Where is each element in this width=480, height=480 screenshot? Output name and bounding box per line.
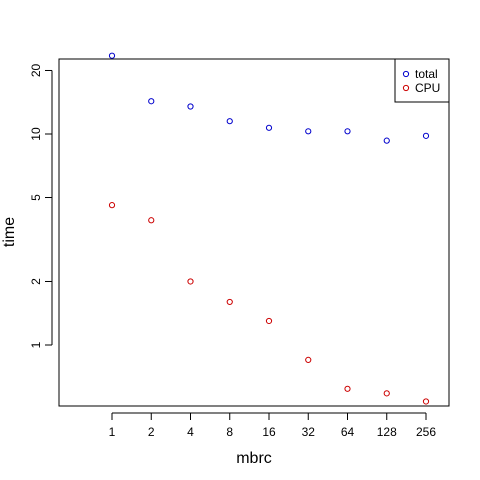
data-point: [422, 132, 430, 139]
y-tick-label: 1: [29, 341, 43, 348]
data-point: [344, 385, 351, 392]
data-point: [383, 390, 390, 397]
x-axis-title: mbrc: [236, 450, 272, 467]
series-cpu: [108, 202, 430, 405]
data-point: [148, 98, 155, 105]
data-point: [226, 298, 233, 306]
y-tick-label: 2: [29, 278, 43, 285]
legend-box: [394, 58, 450, 103]
y-axis-title: time: [1, 217, 18, 247]
data-point: [265, 124, 273, 131]
x-tick-label: 64: [341, 425, 355, 439]
y-tick-label: 20: [29, 63, 43, 77]
x-axis: 1 2 4 8 16 32 64 128 256: [109, 412, 436, 439]
legend-marker: [402, 84, 410, 92]
x-tick-label: 4: [187, 425, 194, 439]
data-point: [344, 128, 351, 135]
data-point: [148, 217, 155, 224]
data-point: [108, 202, 116, 209]
x-tick-label: 32: [302, 425, 316, 439]
data-point: [265, 317, 273, 325]
x-tick-label: 256: [416, 425, 436, 439]
data-point: [383, 137, 390, 144]
legend-label: total: [415, 67, 438, 81]
x-tick-label: 16: [262, 425, 276, 439]
x-tick-label: 2: [148, 425, 155, 439]
x-tick-label: 8: [226, 425, 233, 439]
data-point: [108, 52, 116, 59]
series-total: [108, 52, 430, 144]
legend-label: CPU: [415, 81, 440, 95]
legend-marker: [402, 70, 410, 78]
data-point: [305, 356, 312, 363]
x-tick-label: 1: [109, 425, 116, 439]
y-tick-label: 5: [29, 194, 43, 201]
data-point: [226, 118, 233, 125]
y-tick-label: 10: [29, 127, 43, 141]
data-points: [108, 52, 430, 405]
data-point: [187, 278, 194, 285]
data-point: [422, 398, 430, 405]
data-point: [305, 128, 312, 135]
x-tick-label: 128: [377, 425, 397, 439]
y-axis: 1 2 5 10 20: [29, 63, 53, 348]
plot-frame: [58, 58, 450, 407]
data-point: [187, 103, 194, 110]
